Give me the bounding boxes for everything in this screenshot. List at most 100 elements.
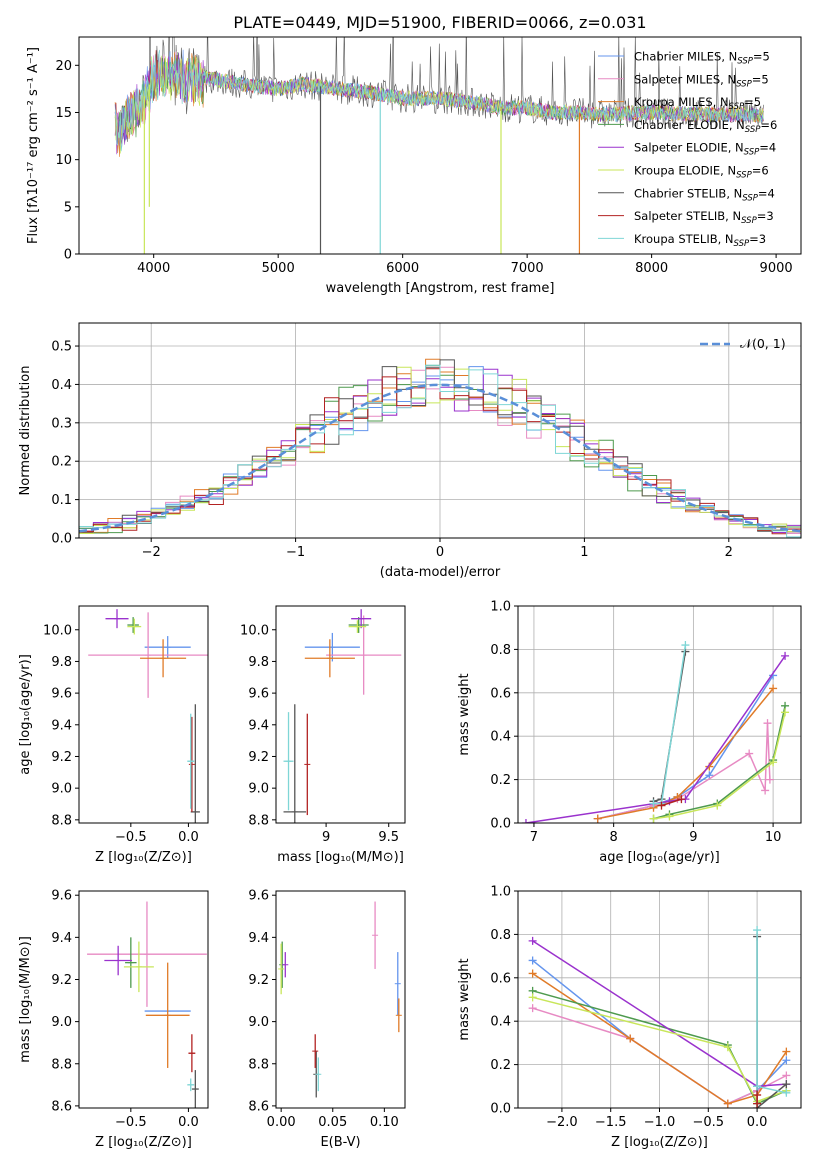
y-tick-label: 9.2 (248, 973, 269, 988)
chart-residuals: −2 −1 0 1 2 0.0 0.1 0.2 0.3 0.4 0.5 (data-model)/er… (18, 322, 802, 580)
x-tick-label: 0.0 (178, 1115, 199, 1130)
legend-sub: SSP (736, 79, 752, 89)
x-tick-label: −2 (142, 545, 161, 560)
y-axis-label: Flux [fλ10⁻¹⁷ erg cm⁻² s⁻¹ A⁻¹] (26, 47, 41, 244)
y-tick-label: 9.8 (248, 655, 269, 670)
x-tick-label: −0.5 (115, 1115, 147, 1130)
gaussian-legend-label: 𝒩(0, 1) (740, 336, 786, 351)
y-axis-label: mass weight (457, 673, 472, 755)
chart-massweight_vs_age: 7 8 9 10 0.0 0.2 0.4 0.6 0.8 1.0 age [log₁₀(age/yr… (457, 600, 802, 865)
x-tick-label: −1 (286, 545, 305, 560)
legend-tail: =5 (753, 50, 770, 64)
weight-point-marker (753, 926, 762, 935)
plot-area (87, 901, 207, 1108)
legend-entry: Kroupa STELIB, NSSP=3 (634, 232, 766, 249)
weight-point-marker (681, 641, 690, 650)
legend-tail: =6 (760, 118, 777, 132)
y-tick-label: 9.2 (51, 750, 72, 765)
y-tick-label: 8.8 (51, 1057, 72, 1072)
y-tick-label: 20 (55, 59, 72, 74)
plot-area (518, 891, 801, 1108)
x-tick-label: −0.5 (115, 830, 147, 845)
weight-series-line (597, 723, 771, 820)
x-axis-label: E(B-V) (320, 1135, 360, 1150)
figure-title: PLATE=0449, MJD=51900, FIBERID=0066, z=0… (233, 13, 646, 32)
legend-tail: =4 (759, 141, 776, 155)
y-tick-label: 0.4 (490, 730, 511, 745)
legend-entry: Chabrier ELODIE, NSSP=6 (634, 118, 777, 135)
legend-text: Chabrier STELIB, N (634, 186, 742, 200)
y-tick-label: 0.2 (51, 455, 72, 470)
legend-entry: Chabrier MILES, NSSP=5 (634, 50, 770, 67)
y-tick-label: 0.5 (51, 340, 72, 355)
x-axis-label: wavelength [Angstrom, rest frame] (326, 281, 555, 296)
y-tick-label: 0.8 (490, 928, 511, 943)
y-tick-label: 0.1 (51, 493, 72, 508)
legend-entry: Salpeter ELODIE, NSSP=4 (634, 141, 776, 158)
y-tick-label: 9.4 (248, 931, 269, 946)
weight-point-marker (665, 797, 674, 806)
y-axis-label: mass weight (457, 958, 472, 1040)
y-tick-label: 10.0 (240, 623, 269, 638)
y-tick-label: 15 (55, 106, 72, 121)
x-tick-label: 0.05 (318, 1115, 347, 1130)
legend-sub: SSP (744, 148, 760, 158)
y-tick-label: 9.6 (248, 889, 269, 904)
chart-massweight_vs_Z: −2.0 −1.5 −1.0 −0.5 0.0 0.0 0.2 0.4 0.6 0.8 1.0 Z [… (457, 885, 802, 1150)
legend-tail: =3 (749, 232, 766, 246)
gaussian-curve (79, 383, 801, 533)
y-tick-label: 0 (64, 248, 72, 263)
y-tick-label: 9.0 (248, 1015, 269, 1030)
x-tick-label: 0 (436, 545, 444, 560)
y-tick-label: 0.0 (490, 817, 511, 832)
x-tick-label: 8000 (635, 261, 668, 276)
axes-frame (78, 890, 209, 1109)
x-tick-label: 7000 (511, 261, 544, 276)
y-tick-label: 0.0 (490, 1102, 511, 1117)
weight-point-marker (781, 651, 790, 660)
weight-point-marker (593, 814, 602, 823)
weight-point-marker (769, 684, 778, 693)
x-tick-label: 8 (610, 830, 618, 845)
legend-text: Kroupa STELIB, N (634, 232, 734, 246)
weight-point-marker (753, 1090, 762, 1099)
x-axis-label: Z [log₁₀(Z/Z⊙)] (611, 1135, 708, 1150)
legend-text: Chabrier MILES, N (634, 50, 737, 64)
y-tick-label: 0.8 (490, 643, 511, 658)
axes-frame (78, 605, 209, 824)
y-tick-label: 1.0 (490, 885, 511, 900)
x-tick-label: 0.10 (370, 1115, 399, 1130)
legend-sub: SSP (745, 125, 761, 135)
chart-mass_vs_Z: −0.5 0.0 8.6 8.8 9.0 9.2 9.4 9.6 Z [log₁₀(Z/Z⊙)]… (18, 889, 209, 1150)
legend-entry: Salpeter STELIB, NSSP=3 (634, 209, 774, 226)
weight-point-marker (753, 1082, 762, 1091)
weight-series-line (756, 930, 787, 1094)
chart-mass_vs_ebv: 0.00 0.05 0.10 8.6 8.8 9.0 9.2 9.4 9.6 E(B-V) (248, 889, 406, 1150)
y-tick-label: 8.8 (51, 813, 72, 828)
weight-point-marker (723, 1099, 732, 1108)
x-axis-label: mass [log₁₀(M/M⊙)] (277, 850, 404, 865)
legend-entry: Chabrier STELIB, NSSP=4 (634, 186, 775, 203)
weight-point-marker (528, 969, 537, 978)
legend-sub: SSP (734, 239, 750, 249)
weight-point-marker (705, 771, 714, 780)
weight-point-marker (649, 814, 658, 823)
y-axis-label: age [log₁₀(age/yr)] (18, 654, 33, 775)
y-tick-label: 1.0 (490, 600, 511, 615)
y-tick-label: 9.6 (51, 889, 72, 904)
y-tick-label: 9.2 (51, 973, 72, 988)
y-tick-label: 5 (64, 200, 72, 215)
spectrum-line-chabrier_stelib (114, 37, 764, 143)
weight-point-marker (713, 801, 722, 810)
legend-text: Salpeter MILES, N (634, 72, 736, 86)
x-tick-label: 1 (580, 545, 588, 560)
x-tick-label: 9 (322, 830, 330, 845)
charts: 4000 5000 6000 7000 8000 900005101520waveleng… (18, 36, 802, 1150)
axes-frame (275, 890, 406, 1109)
weight-point-marker (782, 1088, 791, 1097)
legend-text: Salpeter ELODIE, N (634, 141, 744, 155)
axes-frame (275, 605, 406, 824)
legend-sub: SSP (736, 171, 752, 181)
histogram-kroupa_elodie (79, 366, 801, 534)
weight-point-marker (657, 801, 666, 810)
